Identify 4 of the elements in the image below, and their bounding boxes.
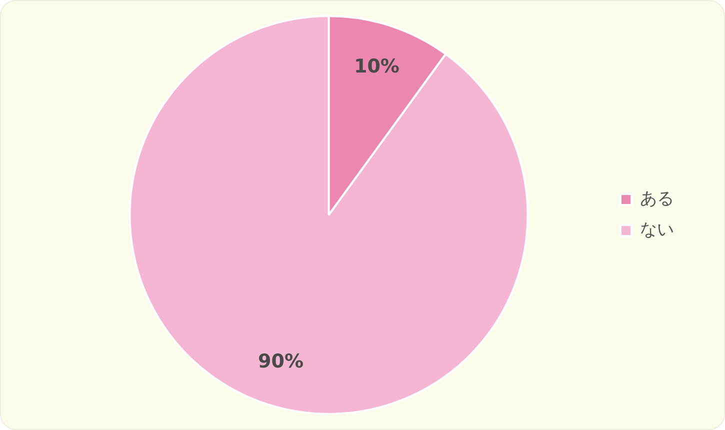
legend-label: ない xyxy=(640,220,674,240)
data-label: 90% xyxy=(258,350,304,373)
data-label: 10% xyxy=(354,55,400,78)
legend-label: ある xyxy=(640,188,674,209)
